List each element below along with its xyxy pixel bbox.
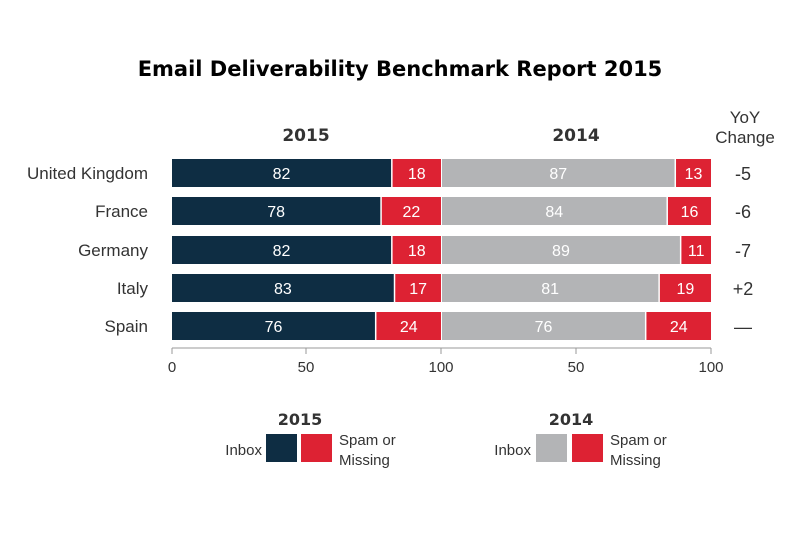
category-label: Germany (78, 241, 148, 260)
bar-2014-inbox-united-kingdom (442, 159, 675, 187)
x-tick-label: 100 (698, 359, 723, 376)
bar-2015-spam-france (381, 197, 441, 225)
yoy-change-value: -5 (735, 164, 751, 184)
chart-title: Email Deliverability Benchmark Report 20… (138, 57, 663, 81)
bar-label-2015-inbox-germany: 82 (273, 243, 291, 260)
bars-group: 82 18 78 22 82 18 83 17 76 24 87 13 84 16 89 11 81 19 76 24 (172, 159, 711, 340)
legend-2014-title: 2014 (549, 410, 594, 429)
bar-label-2015-spam-france: 22 (403, 204, 421, 221)
yoy-values: -5 -6 -7 +2 — (733, 164, 754, 337)
bar-2015-spam-italy (395, 274, 441, 302)
yoy-change-value: -7 (735, 241, 751, 261)
x-tick-label: 50 (568, 359, 585, 376)
bar-2015-spam-spain (376, 312, 441, 340)
bar-label-2014-inbox-germany: 89 (552, 243, 570, 260)
yoy-change-value: -6 (735, 202, 751, 222)
bar-2015-inbox-france (172, 197, 381, 225)
bar-label-2014-inbox-spain: 76 (535, 319, 553, 336)
bar-label-2015-spam-spain: 24 (400, 319, 418, 336)
legend-2014-inbox-label: Inbox (494, 442, 531, 459)
bar-label-2014-spam-germany: 11 (688, 243, 705, 260)
legend-2014-spam-label-line1: Spam or (610, 432, 667, 449)
bar-2014-spam-spain (646, 312, 711, 340)
legend-2015-title: 2015 (278, 410, 323, 429)
bar-2015-inbox-germany (172, 236, 392, 264)
legend-2015-spam-swatch (301, 434, 332, 462)
bar-label-2014-spam-italy: 19 (677, 281, 695, 298)
bar-label-2015-inbox-united-kingdom: 82 (273, 166, 291, 183)
bar-label-2014-inbox-united-kingdom: 87 (549, 166, 567, 183)
bar-label-2014-spam-spain: 24 (670, 319, 688, 336)
legend-2014-spam-label-line2: Missing (610, 452, 661, 469)
category-label: United Kingdom (27, 164, 148, 183)
bar-2015-inbox-italy (172, 274, 394, 302)
bar-2015-inbox-spain (172, 312, 375, 340)
bar-label-2015-inbox-france: 78 (267, 204, 285, 221)
bar-label-2015-spam-united-kingdom: 18 (408, 166, 426, 183)
yoy-header-line2: Change (715, 128, 775, 147)
bar-label-2015-spam-italy: 17 (409, 281, 427, 298)
bar-2014-inbox-france (442, 197, 667, 225)
legend-2015-spam-label-line1: Spam or (339, 432, 396, 449)
panel-header-2014: 2014 (552, 126, 599, 146)
bar-2014-spam-united-kingdom (676, 159, 711, 187)
bar-2014-inbox-spain (442, 312, 645, 340)
bar-2014-inbox-italy (442, 274, 659, 302)
x-axis-ticks: 0 50 100 50 100 (168, 348, 724, 376)
bar-label-2015-inbox-italy: 83 (274, 281, 292, 298)
bar-label-2015-spam-germany: 18 (408, 243, 426, 260)
bar-label-2014-inbox-italy: 81 (541, 281, 559, 298)
yoy-change-value: +2 (733, 279, 754, 299)
legend-2015-inbox-label: Inbox (225, 442, 262, 459)
legend-2014-inbox-swatch (536, 434, 567, 462)
legend-2015-spam-label-line2: Missing (339, 452, 390, 469)
category-labels: United Kingdom France Germany Italy Spain (27, 164, 148, 336)
bar-2014-spam-italy (659, 274, 711, 302)
category-label: Spain (105, 317, 148, 336)
x-tick-label: 50 (298, 359, 315, 376)
yoy-header-line1: YoY (730, 108, 761, 127)
category-label: Italy (117, 279, 149, 298)
category-label: France (95, 202, 148, 221)
bar-2014-inbox-germany (442, 236, 680, 264)
bar-label-2014-spam-united-kingdom: 13 (685, 166, 703, 183)
x-tick-label: 100 (428, 359, 453, 376)
bar-2014-spam-france (667, 197, 711, 225)
bar-label-2014-spam-france: 16 (681, 204, 699, 221)
yoy-change-value: — (734, 317, 752, 337)
bar-label-2015-inbox-spain: 76 (265, 319, 283, 336)
legend-2015-inbox-swatch (266, 434, 297, 462)
bar-label-2014-inbox-france: 84 (545, 204, 563, 221)
bar-2015-spam-germany (392, 236, 441, 264)
x-tick-label: 0 (168, 359, 176, 376)
panel-header-2015: 2015 (282, 126, 329, 146)
bar-2015-inbox-united-kingdom (172, 159, 392, 187)
legend-2014-spam-swatch (572, 434, 603, 462)
bar-2015-spam-united-kingdom (392, 159, 441, 187)
bar-2014-spam-germany (681, 236, 711, 264)
